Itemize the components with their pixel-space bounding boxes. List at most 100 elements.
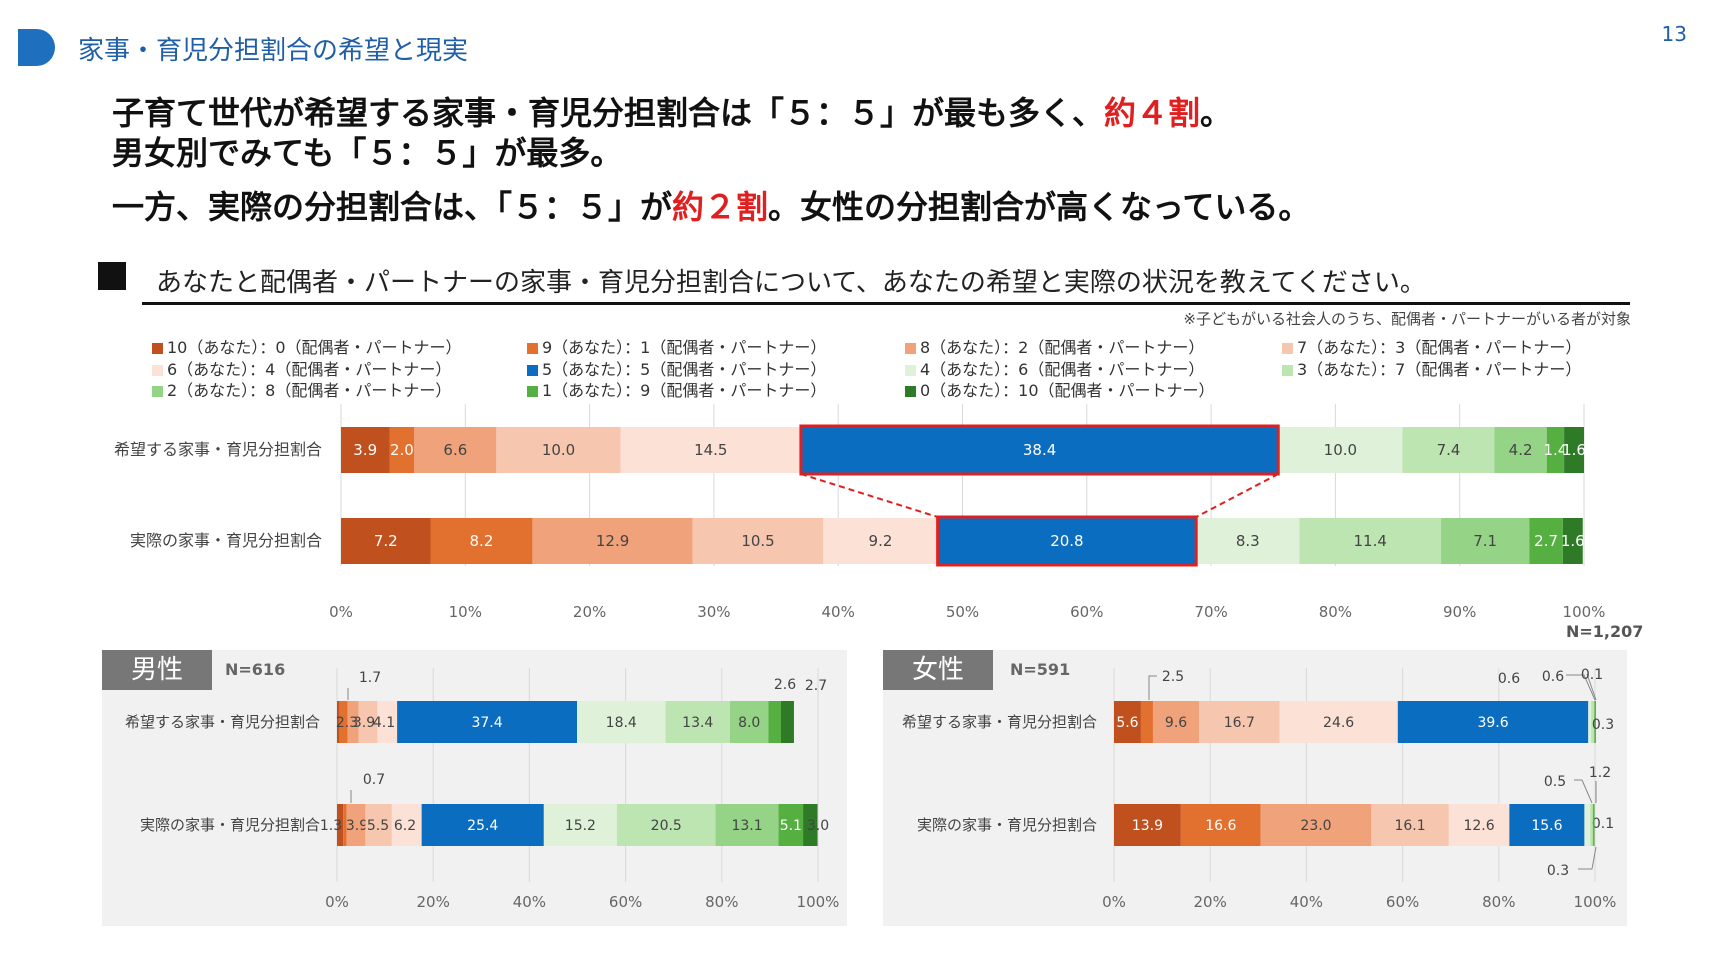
male-value-label-0-10: 2.7 [805,678,827,694]
main-bar-1-10 [1562,518,1583,564]
female-bar-0-5 [1397,701,1589,743]
male-bar-0-3 [358,701,378,743]
female-leader-0-8 [1586,673,1597,701]
male-value-label-0-8: 8.0 [738,715,760,731]
female-x-tick-4: 80% [1482,893,1515,911]
male-x-tick-2: 40% [513,893,546,911]
male-value-label-1-6: 15.2 [565,818,596,834]
male-bar-0-4 [377,701,398,743]
female-value-label-0-1: 2.5 [1162,669,1184,685]
headline-line-3: 一方、実際の分担割合は、「５：５」が約２割。女性の分担割合が高くなっている。 [112,182,1310,228]
main-bar-0-5 [800,427,1279,473]
main-bar-1-0 [341,518,431,564]
main-bar-1-4 [823,518,938,564]
legend-swatch-0 [152,343,163,354]
male-bar-0-1 [339,701,348,743]
male-sample-size: N=616 [225,660,286,679]
legend-item-0: 10（あなた）：0（配偶者・パートナー） [152,334,462,358]
sample-note: ※子どもがいる社会人のうち、配偶者・パートナーがいる者が対象 [1183,310,1631,328]
female-value-label-1-1: 16.6 [1205,818,1236,834]
female-value-label-0-4: 24.6 [1323,715,1354,731]
female-panel-label: 女性 [883,650,993,690]
female-leader-1-7 [1574,779,1593,804]
main-value-label-0-7: 7.4 [1437,441,1461,459]
legend-item-4: 6（あなた）：4（配偶者・パートナー） [152,356,451,380]
male-bar-0-5 [397,701,578,743]
female-sample-size: N=591 [1010,660,1071,679]
male-value-label-0-1: 1.7 [359,670,381,686]
main-bar-0-3 [496,427,621,473]
male-value-label-0-2: 2.3 [336,715,358,731]
female-value-label-1-8: 0.1 [1592,816,1614,832]
legend-label-1: 9（あなた）：1（配偶者・パートナー） [542,338,827,357]
legend-label-7: 3（あなた）：7（配偶者・パートナー） [1297,360,1582,379]
legend-swatch-10 [905,386,916,397]
main-sample-size: N=1,207 [1566,622,1644,641]
male-bar-1-0 [337,804,344,846]
male-panel-label: 男性 [102,650,212,690]
main-bar-0-6 [1278,427,1403,473]
male-bar-1-3 [365,804,392,846]
main-x-tick-10: 100% [1563,603,1606,621]
male-x-tick-3: 60% [609,893,642,911]
main-bar-0-2 [414,427,497,473]
male-bar-0-0 [337,701,340,743]
male-value-label-0-7: 13.4 [682,715,713,731]
question-underline [142,302,1630,305]
main-value-label-0-1: 2.0 [390,441,414,459]
legend-label-10: 0（あなた）：10（配偶者・パートナー） [920,381,1215,400]
male-value-label-1-4: 6.2 [394,818,416,834]
female-category-1: 実際の家事・育児分担割合 [917,816,1097,834]
legend-item-2: 8（あなた）：2（配偶者・パートナー） [905,334,1204,358]
legend-swatch-8 [152,386,163,397]
female-value-label-0-5: 39.6 [1477,715,1508,731]
male-category-1: 実際の家事・育児分担割合 [140,816,320,834]
main-bar-0-0 [341,427,390,473]
female-x-tick-0: 0% [1102,893,1126,911]
male-value-label-1-0: 1.3 [320,818,342,834]
legend-item-5: 5（あなた）：5（配偶者・パートナー） [527,356,826,380]
male-bar-1-2 [346,804,366,846]
main-bar-1-6 [1196,518,1300,564]
female-leader-0-1 [1148,675,1157,700]
headline-line-3-text: 一方、実際の分担割合は、「５：５」が [112,188,673,226]
male-x-tick-0: 0% [325,893,349,911]
legend-swatch-3 [1282,343,1293,354]
female-category-0: 希望する家事・育児分担割合 [902,713,1097,731]
male-bar-1-7 [616,804,716,846]
main-highlight-connector-right [1195,473,1279,518]
female-x-tick-1: 20% [1194,893,1227,911]
female-bar-1-3 [1371,804,1449,846]
main-x-tick-0: 0% [329,603,353,621]
male-value-label-1-7: 20.5 [651,818,682,834]
female-bar-0-0 [1114,701,1141,743]
male-category-0: 希望する家事・育児分担割合 [125,713,320,731]
female-bar-0-7 [1591,701,1595,743]
female-leader-0-7 [1566,674,1596,701]
male-bar-0-6 [577,701,666,743]
main-value-label-0-3: 10.0 [542,441,575,459]
main-value-label-0-4: 14.5 [694,441,727,459]
male-value-label-0-6: 18.4 [606,715,637,731]
main-value-label-0-6: 10.0 [1324,441,1357,459]
main-bar-1-8 [1441,518,1530,564]
main-value-label-0-10: 1.6 [1562,441,1586,459]
male-value-label-1-1: 0.7 [363,772,385,788]
legend-swatch-7 [1282,365,1293,376]
main-category-1: 実際の家事・育児分担割合 [130,531,322,550]
female-value-label-0-7: 0.6 [1542,669,1564,685]
legend-label-4: 6（あなた）：4（配偶者・パートナー） [167,360,452,379]
headline-line-1-text: 子育て世代が希望する家事・育児分担割合は「５：５」が最も多く、 [112,94,1105,132]
legend-swatch-4 [152,365,163,376]
headline-line-3-end: 。女性の分担割合が高くなっている。 [768,188,1311,226]
main-x-tick-1: 10% [449,603,482,621]
headline-line-1-highlight: 約４割 [1104,94,1201,132]
main-x-tick-8: 80% [1319,603,1352,621]
main-value-label-1-5: 20.8 [1050,532,1083,550]
main-bar-0-9 [1546,427,1565,473]
main-value-label-0-2: 6.6 [443,441,467,459]
female-value-label-1-7: 0.5 [1544,774,1566,790]
legend-label-2: 8（あなた）：2（配偶者・パートナー） [920,338,1205,357]
